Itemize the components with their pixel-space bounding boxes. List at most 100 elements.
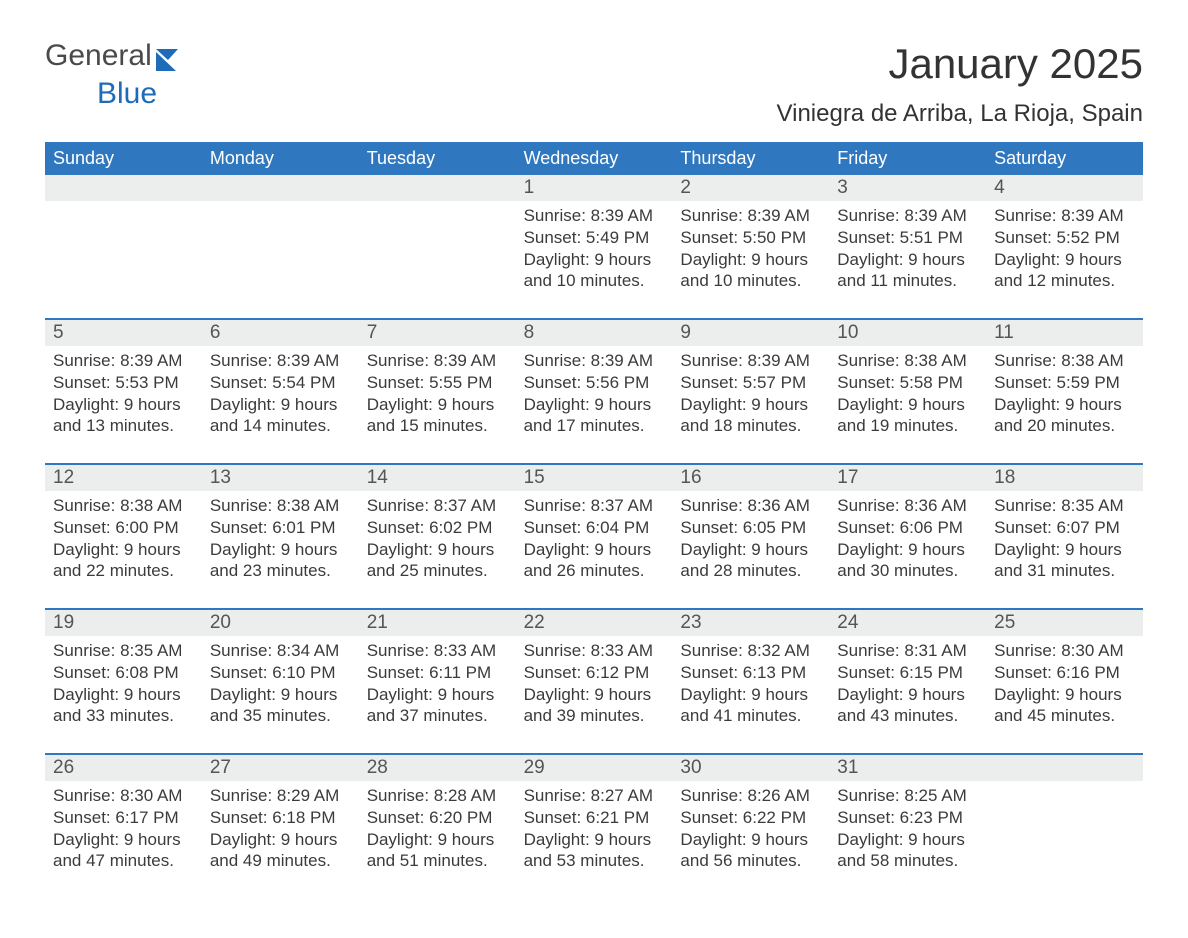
daylight-line: Daylight: 9 hours and 53 minutes. (524, 829, 665, 873)
day-cell: Sunrise: 8:39 AMSunset: 5:53 PMDaylight:… (45, 346, 202, 463)
day-cell: Sunrise: 8:38 AMSunset: 5:58 PMDaylight:… (829, 346, 986, 463)
week-row: 262728293031Sunrise: 8:30 AMSunset: 6:17… (45, 753, 1143, 898)
week-row: 567891011Sunrise: 8:39 AMSunset: 5:53 PM… (45, 318, 1143, 463)
daylight-line: Daylight: 9 hours and 30 minutes. (837, 539, 978, 583)
brand-word-2: Blue (97, 78, 157, 110)
daylight-line: Daylight: 9 hours and 13 minutes. (53, 394, 194, 438)
day-cell: Sunrise: 8:33 AMSunset: 6:11 PMDaylight:… (359, 636, 516, 753)
day-cell (359, 201, 516, 318)
day-number: 9 (672, 320, 829, 346)
sunrise-line: Sunrise: 8:32 AM (680, 640, 821, 662)
sunrise-line: Sunrise: 8:38 AM (994, 350, 1135, 372)
day-cell: Sunrise: 8:35 AMSunset: 6:07 PMDaylight:… (986, 491, 1143, 608)
sunrise-line: Sunrise: 8:30 AM (53, 785, 194, 807)
day-number: 19 (45, 610, 202, 636)
day-cell: Sunrise: 8:29 AMSunset: 6:18 PMDaylight:… (202, 781, 359, 898)
sunrise-line: Sunrise: 8:39 AM (994, 205, 1135, 227)
day-number: 27 (202, 755, 359, 781)
day-cell: Sunrise: 8:37 AMSunset: 6:04 PMDaylight:… (516, 491, 673, 608)
day-number: 17 (829, 465, 986, 491)
day-number: 29 (516, 755, 673, 781)
sunrise-line: Sunrise: 8:25 AM (837, 785, 978, 807)
day-number (359, 175, 516, 201)
sunset-line: Sunset: 6:21 PM (524, 807, 665, 829)
sunrise-line: Sunrise: 8:38 AM (53, 495, 194, 517)
day-cell: Sunrise: 8:39 AMSunset: 5:55 PMDaylight:… (359, 346, 516, 463)
brand-word-1: General (45, 39, 152, 72)
weekday-header: Friday (829, 142, 986, 175)
sunset-line: Sunset: 6:01 PM (210, 517, 351, 539)
daylight-line: Daylight: 9 hours and 58 minutes. (837, 829, 978, 873)
sunset-line: Sunset: 6:10 PM (210, 662, 351, 684)
daylight-line: Daylight: 9 hours and 10 minutes. (680, 249, 821, 293)
day-cell: Sunrise: 8:25 AMSunset: 6:23 PMDaylight:… (829, 781, 986, 898)
day-cell: Sunrise: 8:38 AMSunset: 6:01 PMDaylight:… (202, 491, 359, 608)
day-number: 21 (359, 610, 516, 636)
daylight-line: Daylight: 9 hours and 47 minutes. (53, 829, 194, 873)
day-cell: Sunrise: 8:38 AMSunset: 6:00 PMDaylight:… (45, 491, 202, 608)
day-number: 31 (829, 755, 986, 781)
day-cell: Sunrise: 8:35 AMSunset: 6:08 PMDaylight:… (45, 636, 202, 753)
sunset-line: Sunset: 6:11 PM (367, 662, 508, 684)
daylight-line: Daylight: 9 hours and 17 minutes. (524, 394, 665, 438)
sunrise-line: Sunrise: 8:35 AM (994, 495, 1135, 517)
day-cell: Sunrise: 8:39 AMSunset: 5:57 PMDaylight:… (672, 346, 829, 463)
day-number: 6 (202, 320, 359, 346)
day-cell: Sunrise: 8:36 AMSunset: 6:06 PMDaylight:… (829, 491, 986, 608)
daylight-line: Daylight: 9 hours and 49 minutes. (210, 829, 351, 873)
day-number: 15 (516, 465, 673, 491)
sunset-line: Sunset: 5:59 PM (994, 372, 1135, 394)
sunrise-line: Sunrise: 8:28 AM (367, 785, 508, 807)
sunset-line: Sunset: 5:50 PM (680, 227, 821, 249)
sunrise-line: Sunrise: 8:29 AM (210, 785, 351, 807)
day-cell: Sunrise: 8:37 AMSunset: 6:02 PMDaylight:… (359, 491, 516, 608)
day-cell (986, 781, 1143, 898)
daylight-line: Daylight: 9 hours and 11 minutes. (837, 249, 978, 293)
sunset-line: Sunset: 6:15 PM (837, 662, 978, 684)
daylight-line: Daylight: 9 hours and 35 minutes. (210, 684, 351, 728)
day-number: 2 (672, 175, 829, 201)
day-number: 30 (672, 755, 829, 781)
sunset-line: Sunset: 5:54 PM (210, 372, 351, 394)
day-cell: Sunrise: 8:27 AMSunset: 6:21 PMDaylight:… (516, 781, 673, 898)
weekday-header: Wednesday (516, 142, 673, 175)
daylight-line: Daylight: 9 hours and 28 minutes. (680, 539, 821, 583)
week-row: 19202122232425Sunrise: 8:35 AMSunset: 6:… (45, 608, 1143, 753)
sunset-line: Sunset: 6:22 PM (680, 807, 821, 829)
sunset-line: Sunset: 5:51 PM (837, 227, 978, 249)
sunset-line: Sunset: 5:56 PM (524, 372, 665, 394)
weekday-header-row: SundayMondayTuesdayWednesdayThursdayFrid… (45, 142, 1143, 175)
day-cell (202, 201, 359, 318)
day-cell: Sunrise: 8:39 AMSunset: 5:52 PMDaylight:… (986, 201, 1143, 318)
day-number: 16 (672, 465, 829, 491)
daylight-line: Daylight: 9 hours and 15 minutes. (367, 394, 508, 438)
sunset-line: Sunset: 6:06 PM (837, 517, 978, 539)
daylight-line: Daylight: 9 hours and 19 minutes. (837, 394, 978, 438)
sunset-line: Sunset: 6:18 PM (210, 807, 351, 829)
sunrise-line: Sunrise: 8:39 AM (367, 350, 508, 372)
sunrise-line: Sunrise: 8:39 AM (680, 205, 821, 227)
daylight-line: Daylight: 9 hours and 18 minutes. (680, 394, 821, 438)
daylight-line: Daylight: 9 hours and 23 minutes. (210, 539, 351, 583)
sunset-line: Sunset: 6:04 PM (524, 517, 665, 539)
day-cell: Sunrise: 8:30 AMSunset: 6:17 PMDaylight:… (45, 781, 202, 898)
day-number (986, 755, 1143, 781)
daynum-band: 262728293031 (45, 755, 1143, 781)
sunrise-line: Sunrise: 8:30 AM (994, 640, 1135, 662)
daynum-band: 1234 (45, 175, 1143, 201)
sunrise-line: Sunrise: 8:35 AM (53, 640, 194, 662)
daylight-line: Daylight: 9 hours and 31 minutes. (994, 539, 1135, 583)
weeks-container: 1234Sunrise: 8:39 AMSunset: 5:49 PMDayli… (45, 175, 1143, 898)
day-number: 1 (516, 175, 673, 201)
day-number: 28 (359, 755, 516, 781)
sunrise-line: Sunrise: 8:39 AM (680, 350, 821, 372)
sunrise-line: Sunrise: 8:36 AM (680, 495, 821, 517)
daylight-line: Daylight: 9 hours and 26 minutes. (524, 539, 665, 583)
sunrise-line: Sunrise: 8:37 AM (524, 495, 665, 517)
brand-logo: General Blue (45, 40, 190, 109)
day-number: 25 (986, 610, 1143, 636)
day-number: 8 (516, 320, 673, 346)
daylight-line: Daylight: 9 hours and 41 minutes. (680, 684, 821, 728)
sunset-line: Sunset: 6:00 PM (53, 517, 194, 539)
weekday-header: Tuesday (359, 142, 516, 175)
